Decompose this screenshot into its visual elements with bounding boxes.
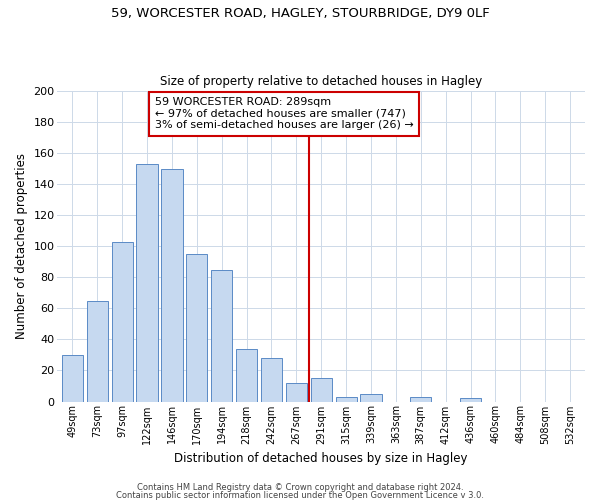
Bar (136, 164, 158, 402)
Bar (161, 168, 182, 402)
Bar (112, 242, 133, 402)
Bar (286, 383, 307, 402)
Bar (62, 355, 83, 402)
Bar (261, 358, 282, 402)
X-axis label: Distribution of detached houses by size in Hagley: Distribution of detached houses by size … (175, 452, 468, 465)
Bar (236, 348, 257, 402)
Title: Size of property relative to detached houses in Hagley: Size of property relative to detached ho… (160, 76, 482, 88)
Bar (86, 300, 108, 402)
Bar (460, 398, 481, 402)
Bar (335, 397, 356, 402)
Y-axis label: Number of detached properties: Number of detached properties (15, 154, 28, 340)
Bar (361, 394, 382, 402)
Bar (186, 254, 208, 402)
Text: Contains public sector information licensed under the Open Government Licence v : Contains public sector information licen… (116, 491, 484, 500)
Text: Contains HM Land Registry data © Crown copyright and database right 2024.: Contains HM Land Registry data © Crown c… (137, 484, 463, 492)
Bar (410, 397, 431, 402)
Bar (311, 378, 332, 402)
Text: 59 WORCESTER ROAD: 289sqm
← 97% of detached houses are smaller (747)
3% of semi-: 59 WORCESTER ROAD: 289sqm ← 97% of detac… (155, 98, 413, 130)
Text: 59, WORCESTER ROAD, HAGLEY, STOURBRIDGE, DY9 0LF: 59, WORCESTER ROAD, HAGLEY, STOURBRIDGE,… (110, 8, 490, 20)
Bar (211, 270, 232, 402)
